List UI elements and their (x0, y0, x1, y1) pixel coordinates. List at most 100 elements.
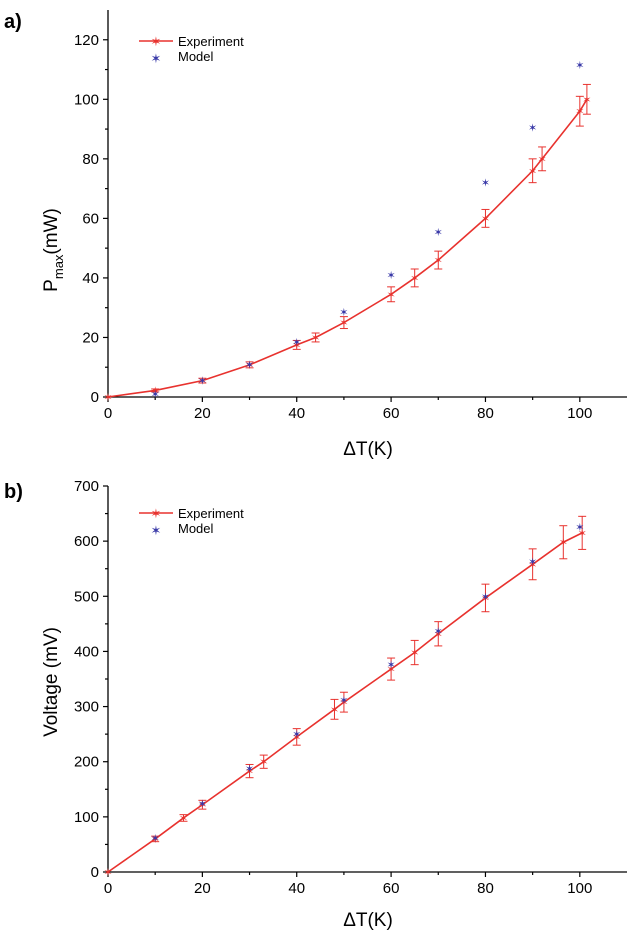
experiment-line-a (107, 98, 588, 398)
experiment-point: ✶ (311, 332, 320, 344)
x-tick-label: 0 (104, 880, 112, 897)
experiment-point: ✶ (528, 559, 537, 571)
experiment-point: ✶ (339, 697, 348, 709)
experiment-series-line (107, 532, 583, 873)
y-tick-label: 700 (74, 478, 99, 495)
x-tick-label: 20 (194, 880, 211, 897)
ticks-b: 0 20 40 60 80 100 0 100 200 300 400 500 600 700 (74, 478, 592, 897)
y-tick-label: 80 (82, 151, 99, 168)
model-point: ✶ (245, 359, 254, 371)
experiment-point: ✶ (103, 867, 112, 879)
legend-experiment-marker-icon: ✶ (151, 506, 162, 521)
y-tick-label: 200 (74, 754, 99, 771)
experiment-point: ✶ (575, 106, 584, 118)
experiment-errorbars-a (151, 83, 591, 393)
experiment-point: ✶ (259, 757, 268, 769)
experiment-point: ✶ (198, 376, 207, 388)
model-point: ✶ (245, 763, 254, 775)
model-point: ✶ (292, 337, 301, 349)
model-markers-b: ✶✶✶✶✶✶✶✶✶✶ (151, 522, 585, 845)
model-point: ✶ (198, 376, 207, 388)
experiment-point: ✶ (410, 273, 419, 285)
experiment-point: ✶ (330, 704, 339, 716)
model-point: ✶ (575, 522, 584, 534)
experiment-point: ✶ (578, 528, 587, 540)
experiment-point: ✶ (481, 213, 490, 225)
model-point: ✶ (528, 123, 537, 135)
experiment-point: ✶ (151, 834, 160, 846)
y-axis-title-main-a: P (41, 279, 62, 292)
experiment-point: ✶ (386, 289, 395, 301)
y-axis-title-b: Voltage (mV) (41, 627, 62, 737)
experiment-markers-a: ✶✶✶✶✶✶✶✶✶✶✶✶✶✶✶ (103, 94, 591, 404)
model-point: ✶ (528, 557, 537, 569)
experiment-point: ✶ (582, 94, 591, 106)
model-point: ✶ (339, 307, 348, 319)
model-markers-a: ✶✶✶✶✶✶✶✶✶✶ (151, 60, 585, 401)
experiment-point: ✶ (292, 340, 301, 352)
y-tick-label: 400 (74, 643, 99, 660)
experiment-line-b (107, 532, 583, 873)
legend-a: ✶ Experiment ✶ Model (139, 34, 244, 66)
model-point: ✶ (151, 389, 160, 401)
x-tick-label: 60 (383, 880, 400, 897)
x-tick-label: 60 (383, 405, 400, 422)
x-tick-label: 20 (194, 405, 211, 422)
y-tick-label: 300 (74, 699, 99, 716)
experiment-point: ✶ (434, 255, 443, 267)
experiment-point: ✶ (537, 154, 546, 166)
y-tick-label: 100 (74, 91, 99, 108)
x-tick-label: 100 (567, 880, 592, 897)
experiment-point: ✶ (410, 648, 419, 660)
x-tick-label: 80 (477, 880, 494, 897)
x-axis-title-a: ΔT(K) (343, 439, 393, 460)
y-tick-label: 60 (82, 210, 99, 227)
legend-b: ✶ Experiment ✶ Model (139, 506, 244, 538)
experiment-point: ✶ (151, 385, 160, 397)
y-tick-label: 500 (74, 588, 99, 605)
experiment-point: ✶ (434, 629, 443, 641)
y-tick-label: 600 (74, 533, 99, 550)
model-point: ✶ (386, 270, 395, 282)
experiment-point: ✶ (245, 360, 254, 372)
x-tick-label: 40 (288, 405, 305, 422)
experiment-markers-b: ✶✶✶✶✶✶✶✶✶✶✶✶✶✶✶✶ (103, 528, 586, 879)
experiment-series-line (107, 98, 588, 398)
legend-model-label: Model (178, 521, 214, 536)
legend-experiment-label: Experiment (178, 34, 244, 49)
model-point: ✶ (151, 833, 160, 845)
axes-a (107, 10, 627, 398)
panel-label-a: a) (4, 11, 22, 33)
model-point: ✶ (434, 227, 443, 239)
model-point: ✶ (481, 178, 490, 190)
experiment-point: ✶ (245, 766, 254, 778)
experiment-point: ✶ (528, 166, 537, 178)
x-tick-label: 80 (477, 405, 494, 422)
y-tick-label: 0 (91, 389, 99, 406)
model-point: ✶ (198, 799, 207, 811)
experiment-errorbars-b (151, 515, 587, 843)
x-tick-label: 100 (567, 405, 592, 422)
legend-experiment-label: Experiment (178, 506, 244, 521)
panel-label-b: b) (4, 481, 23, 503)
experiment-point: ✶ (559, 537, 568, 549)
experiment-point: ✶ (292, 732, 301, 744)
model-point: ✶ (292, 729, 301, 741)
legend-model-marker-icon: ✶ (151, 51, 162, 66)
model-point: ✶ (339, 695, 348, 707)
experiment-point: ✶ (198, 800, 207, 812)
model-point: ✶ (481, 591, 490, 603)
y-tick-label: 120 (74, 32, 99, 49)
experiment-point: ✶ (481, 593, 490, 605)
y-tick-label: 20 (82, 329, 99, 346)
legend-model-label: Model (178, 49, 214, 64)
model-point: ✶ (386, 660, 395, 672)
y-axis-title-unit-a: (mW) (41, 208, 62, 254)
x-axis-title-b: ΔT(K) (343, 910, 393, 931)
x-tick-label: 40 (288, 880, 305, 897)
experiment-point: ✶ (179, 813, 188, 825)
legend-model-marker-icon: ✶ (151, 523, 162, 538)
y-axis-title-a: Pmax(mW) (41, 208, 66, 292)
